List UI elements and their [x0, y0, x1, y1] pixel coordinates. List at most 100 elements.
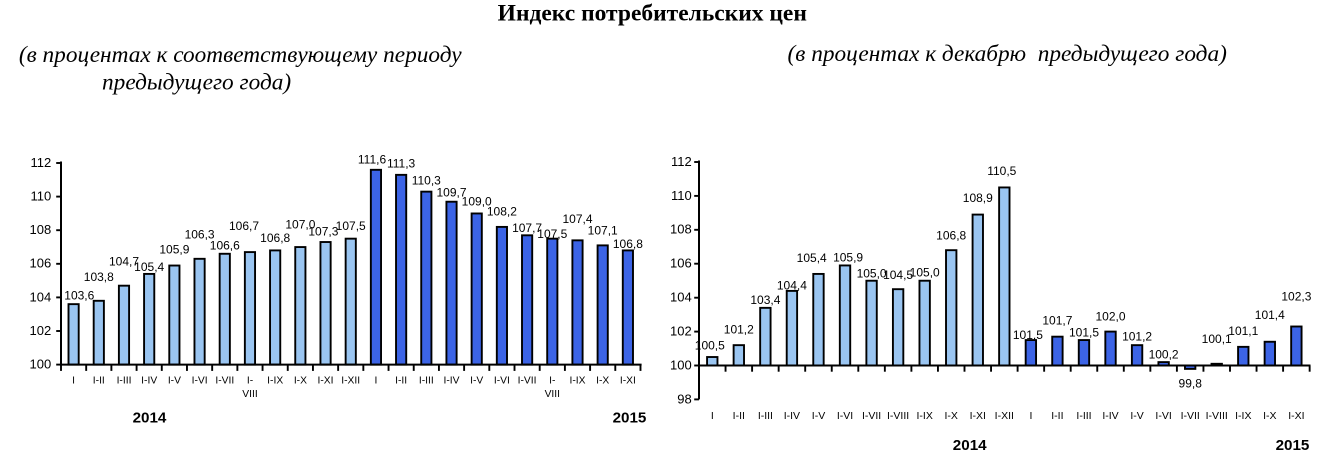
svg-text:I-XI: I-XI: [970, 410, 986, 422]
svg-text:I-VI: I-VI: [494, 376, 510, 387]
svg-text:I-VI: I-VI: [192, 376, 208, 387]
svg-text:105,0: 105,0: [910, 265, 940, 279]
svg-text:I: I: [1029, 410, 1032, 422]
svg-text:103,4: 103,4: [750, 293, 780, 307]
svg-text:I-XI: I-XI: [317, 376, 333, 387]
svg-text:101,1: 101,1: [1228, 324, 1258, 338]
svg-text:108: 108: [670, 222, 692, 237]
svg-text:I-III: I-III: [1076, 410, 1091, 422]
svg-text:103,6: 103,6: [64, 288, 94, 302]
svg-text:106,8: 106,8: [613, 237, 643, 251]
svg-text:I-V: I-V: [168, 376, 181, 387]
svg-text:107,3: 107,3: [308, 224, 338, 238]
svg-text:112: 112: [671, 154, 692, 169]
svg-text:106,7: 106,7: [229, 219, 259, 233]
svg-text:Индекс потребительских цен: Индекс потребительских цен: [498, 1, 807, 27]
svg-text:107,1: 107,1: [588, 223, 618, 237]
svg-text:101,2: 101,2: [724, 323, 754, 337]
svg-text:99,8: 99,8: [1179, 377, 1203, 391]
svg-text:(в процентах к соответствующем: (в процентах к соответствующему периоду: [19, 42, 462, 68]
svg-text:106: 106: [670, 256, 692, 271]
svg-text:101,5: 101,5: [1069, 326, 1099, 340]
svg-text:102: 102: [670, 324, 692, 339]
svg-text:109,0: 109,0: [462, 194, 492, 208]
svg-text:I: I: [711, 410, 714, 422]
svg-text:2015: 2015: [1276, 437, 1310, 454]
svg-text:I-: I-: [247, 376, 253, 387]
svg-text:106,8: 106,8: [260, 231, 290, 245]
svg-text:110,3: 110,3: [412, 173, 441, 187]
svg-text:100: 100: [29, 357, 51, 372]
svg-text:109,7: 109,7: [436, 185, 466, 199]
svg-text:I-: I-: [549, 376, 555, 387]
svg-text:I-IX: I-IX: [569, 376, 585, 387]
svg-text:110,5: 110,5: [987, 164, 1016, 178]
svg-text:I-IX: I-IX: [267, 376, 283, 387]
svg-text:107,5: 107,5: [537, 227, 567, 241]
svg-text:107,0: 107,0: [285, 217, 315, 231]
svg-text:I-VII: I-VII: [862, 410, 881, 422]
svg-text:I: I: [374, 376, 377, 387]
svg-text:I-V: I-V: [812, 410, 825, 422]
svg-text:102,3: 102,3: [1281, 289, 1311, 303]
svg-text:I-X: I-X: [294, 376, 307, 387]
svg-text:110: 110: [671, 188, 692, 203]
svg-text:110: 110: [30, 189, 51, 204]
svg-text:106,3: 106,3: [185, 227, 215, 241]
svg-text:108,2: 108,2: [487, 204, 517, 218]
svg-text:I-IX: I-IX: [917, 410, 933, 422]
svg-text:I-VII: I-VII: [215, 376, 234, 387]
svg-text:I-II: I-II: [395, 376, 407, 387]
svg-text:104,7: 104,7: [109, 254, 139, 268]
svg-text:101,2: 101,2: [1122, 329, 1152, 343]
svg-text:I-VII: I-VII: [1181, 410, 1200, 422]
svg-text:2015: 2015: [613, 409, 647, 426]
svg-text:I-X: I-X: [596, 376, 609, 387]
svg-text:I-II: I-II: [733, 410, 745, 422]
svg-text:108: 108: [29, 222, 51, 237]
svg-text:I-VII: I-VII: [518, 376, 537, 387]
svg-text:106: 106: [29, 256, 51, 271]
svg-text:I-VI: I-VI: [837, 410, 853, 422]
svg-text:111,6: 111,6: [358, 152, 387, 166]
svg-text:I-X: I-X: [944, 410, 957, 422]
svg-text:I-VI: I-VI: [1155, 410, 1171, 422]
svg-text:I-XI: I-XI: [1288, 410, 1304, 422]
svg-text:VIII: VIII: [545, 389, 560, 400]
svg-text:I-III: I-III: [758, 410, 773, 422]
svg-text:(в процентах к декабрю предыд: (в процентах к декабрю предыдущего года): [788, 41, 1228, 67]
svg-text:I-IV: I-IV: [1102, 410, 1118, 422]
svg-text:I-III: I-III: [419, 376, 434, 387]
svg-text:105,0: 105,0: [857, 267, 887, 281]
svg-text:I-IV: I-IV: [141, 376, 157, 387]
svg-text:104,5: 104,5: [883, 268, 913, 282]
svg-text:100,1: 100,1: [1202, 332, 1232, 346]
svg-text:101,7: 101,7: [1042, 314, 1072, 328]
svg-text:I-X: I-X: [1263, 410, 1276, 422]
svg-text:I-II: I-II: [93, 376, 105, 387]
svg-text:107,7: 107,7: [512, 221, 542, 235]
svg-text:104: 104: [29, 289, 51, 304]
svg-text:106,8: 106,8: [936, 228, 966, 242]
svg-text:I-II: I-II: [1051, 410, 1063, 422]
svg-text:101,5: 101,5: [1013, 328, 1043, 342]
svg-text:103,8: 103,8: [84, 270, 114, 284]
svg-text:105,4: 105,4: [134, 260, 164, 274]
svg-text:111,3: 111,3: [387, 156, 416, 170]
svg-text:106,6: 106,6: [210, 238, 240, 252]
svg-text:предыдущего года): предыдущего года): [102, 70, 291, 96]
svg-text:104,4: 104,4: [777, 279, 807, 293]
svg-text:I-VIII: I-VIII: [1206, 410, 1228, 422]
svg-text:I-XII: I-XII: [995, 410, 1014, 422]
svg-text:I-IV: I-IV: [443, 376, 459, 387]
svg-text:102: 102: [29, 323, 51, 338]
svg-text:105,9: 105,9: [159, 242, 189, 256]
svg-text:VIII: VIII: [242, 389, 257, 400]
svg-text:105,4: 105,4: [797, 251, 827, 265]
svg-text:105,9: 105,9: [833, 251, 863, 265]
svg-text:104: 104: [670, 290, 692, 305]
svg-text:100,5: 100,5: [695, 339, 725, 353]
svg-text:I-III: I-III: [117, 376, 132, 387]
svg-text:100: 100: [670, 357, 692, 372]
svg-text:I-XII: I-XII: [341, 376, 360, 387]
